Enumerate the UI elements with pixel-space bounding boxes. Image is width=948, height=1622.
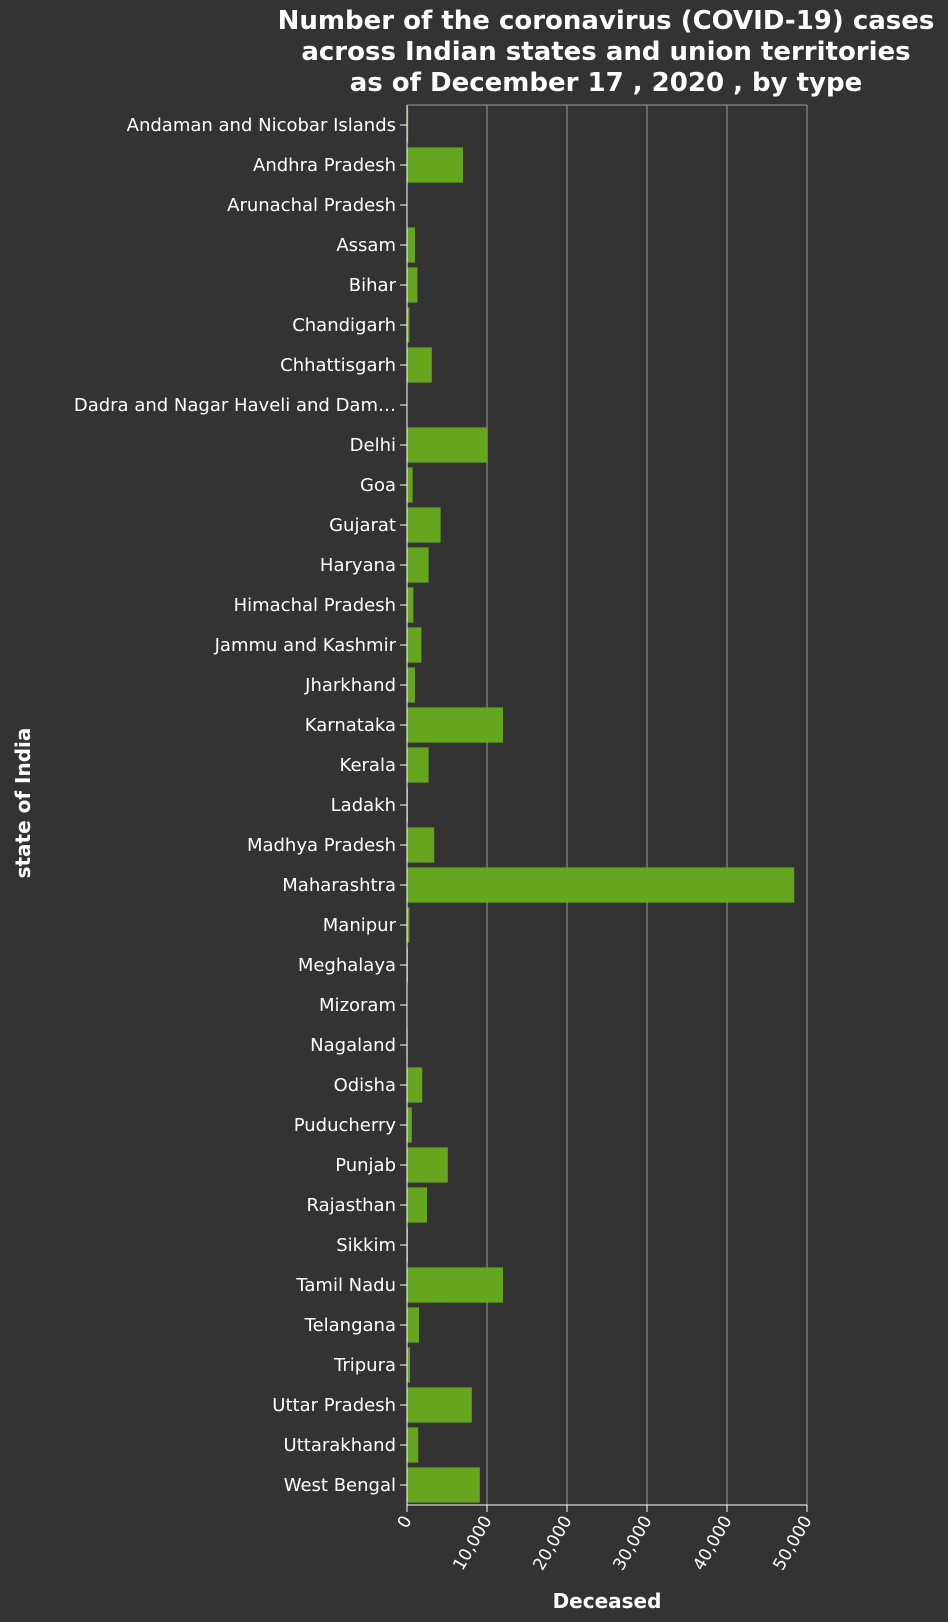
x-tick-label: 0 [394,1512,417,1531]
bar [407,1387,472,1423]
axes: Andaman and Nicobar Islands Andhra Prades… [74,105,816,1574]
x-tick-label: 10,000 [449,1512,496,1574]
bars [407,107,795,1503]
y-tick-label: Arunachal Pradesh [227,195,396,216]
x-axis-title: Deceased [553,1589,662,1613]
y-tick-label: Telangana [304,1315,396,1336]
y-tick-label: Punjab [335,1155,396,1176]
y-tick-label: Haryana [320,555,396,576]
x-tick-label: 40,000 [689,1512,736,1574]
bar [407,307,410,343]
y-tick-label: Nagaland [310,1035,396,1056]
y-tick-label: Jharkhand [304,675,396,696]
y-tick-label: Kerala [340,755,396,776]
y-tick-label: Sikkim [336,1235,396,1256]
chart-title-line-2: across Indian states and union territori… [301,37,911,67]
y-tick-label: Mizoram [319,995,396,1016]
bar [407,1347,411,1383]
y-tick-label: Gujarat [329,515,396,536]
y-tick-label: Karnataka [305,715,396,736]
bar [407,227,415,263]
y-tick-label: Puducherry [294,1115,397,1136]
y-tick-label: Andaman and Nicobar Islands [127,115,396,136]
y-axis-title: state of India [11,728,35,879]
y-tick-label: Chandigarh [292,315,396,336]
bar [407,347,432,383]
bar [407,867,795,903]
bar [407,1107,412,1143]
bar [407,707,503,743]
bar [407,1267,503,1303]
y-tick-label: Uttarakhand [284,1435,396,1456]
y-tick-label: Maharashtra [282,875,396,896]
y-tick-label: Ladakh [331,795,396,816]
bar [407,267,418,303]
y-tick-label: Tripura [333,1355,396,1376]
bar [407,1147,448,1183]
bar [407,907,410,943]
x-tick-label: 50,000 [769,1512,816,1574]
bar [407,747,429,783]
y-tick-label: Goa [360,475,396,496]
chart-title-line-1: Number of the coronavirus (COVID-19) cas… [277,6,935,36]
bar [407,1227,409,1263]
bar [407,1467,480,1503]
bar [407,587,414,623]
y-tick-label: West Bengal [284,1475,396,1496]
bar [407,147,463,183]
bar [407,547,429,583]
chart-title-line-3: as of December 17 , 2020 , by type [349,68,863,98]
y-tick-label: Meghalaya [298,955,396,976]
y-tick-label: Madhya Pradesh [247,835,396,856]
bar [407,107,409,143]
y-tick-label: Assam [336,235,396,256]
bar [407,947,409,983]
bar [407,1067,423,1103]
bar [407,1427,419,1463]
bar [407,467,413,503]
bar [407,1307,419,1343]
y-tick-label: Bihar [349,275,397,296]
y-tick-label: Rajasthan [307,1195,396,1216]
y-tick-label: Uttar Pradesh [272,1395,396,1416]
x-tick-label: 30,000 [609,1512,656,1574]
bar [407,427,488,463]
y-tick-label: Andhra Pradesh [253,155,396,176]
y-tick-label: Delhi [350,435,396,456]
bar [407,1187,427,1223]
bar [407,507,441,543]
y-tick-label: Dadra and Nagar Haveli and Dam… [74,395,396,416]
chart-title: Number of the coronavirus (COVID-19) cas… [266,6,946,99]
bar [407,667,415,703]
bar [407,827,435,863]
y-tick-label: Odisha [334,1075,396,1096]
y-tick-label: Himachal Pradesh [234,595,396,616]
y-tick-label: Manipur [323,915,397,936]
y-tick-label: Tamil Nadu [295,1275,396,1296]
bar [407,627,422,663]
x-tick-label: 20,000 [529,1512,576,1574]
y-tick-label: Jammu and Kashmir [214,635,397,656]
y-tick-label: Chhattisgarh [280,355,396,376]
